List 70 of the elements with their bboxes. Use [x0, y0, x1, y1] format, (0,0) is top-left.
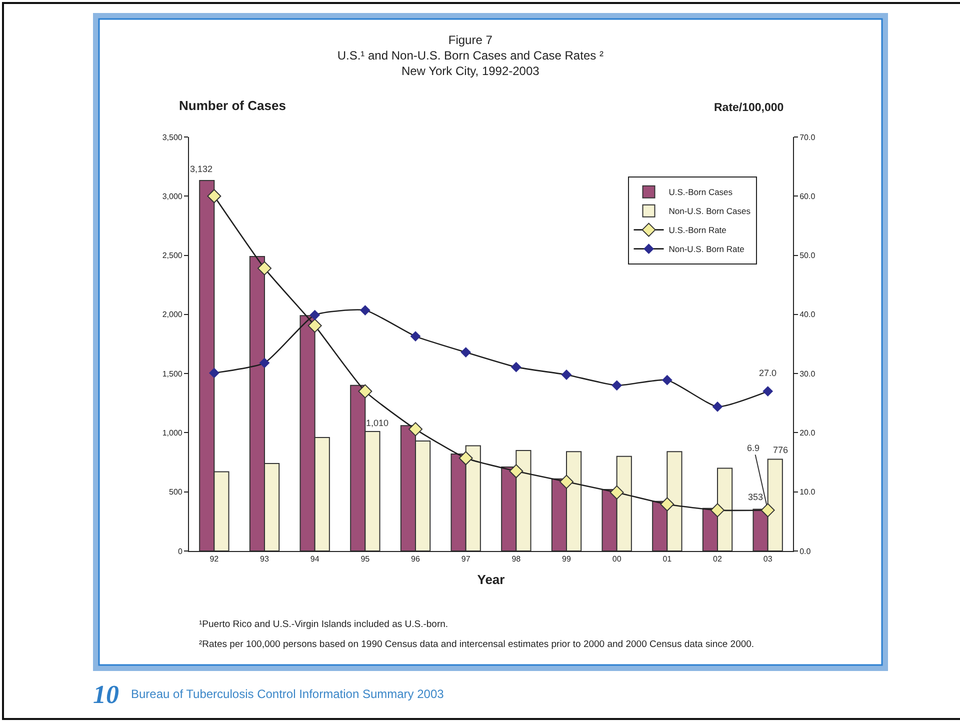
y2-tick-label: 50.0 [800, 251, 816, 260]
x-tick-label: 92 [210, 554, 220, 564]
x-axis-title: Year [477, 572, 505, 588]
point [762, 386, 774, 397]
x-tick-label: 93 [260, 554, 270, 564]
x-tick-label: 98 [512, 554, 522, 564]
point [760, 503, 775, 518]
point [610, 485, 624, 500]
text: Bureau of Tuberculosis Control Information Summary 2003 [131, 687, 444, 701]
x-tick-label: 95 [360, 554, 370, 564]
point [207, 189, 222, 204]
point [612, 380, 622, 391]
text: ¹Puerto Rico and U.S.-Virgin Islands included as U.S.-born. [199, 619, 448, 630]
point [308, 318, 322, 333]
y-axis-title: Number of Cases [179, 98, 286, 113]
y-tick-label: 500 [169, 488, 183, 497]
y2-tick-label: 20.0 [800, 428, 816, 438]
legend-label: U.S.-Born Cases [668, 187, 733, 198]
point [510, 362, 522, 372]
x-tick-label: 01 [662, 554, 672, 564]
point [408, 422, 422, 436]
y-tick-label: 3,000 [162, 192, 183, 201]
point [460, 347, 472, 358]
point [410, 331, 421, 342]
point [509, 464, 524, 478]
point [310, 310, 320, 320]
point [561, 370, 572, 380]
y2-tick-label: 60.0 [800, 192, 816, 201]
y2-tick-label: 70.0 [800, 132, 816, 142]
y-tick-label: 0 [178, 546, 183, 556]
point [208, 368, 220, 378]
data-label: 3,132 [190, 164, 213, 174]
y2-tick-label: 10.0 [800, 488, 816, 497]
point [662, 374, 672, 386]
y2-tick-label: 40.0 [800, 310, 816, 320]
point [259, 358, 270, 368]
point [458, 451, 473, 466]
text: ²Rates per 100,000 persons based on 1990 Census data and intercensal estimates prior to 2000 and 2000 Census data since 2000. [199, 639, 754, 650]
data-label: 353 [748, 492, 764, 502]
text: 10 [93, 680, 119, 709]
x-tick-label: 00 [612, 554, 622, 564]
legend-label: Non-U.S. Born Cases [668, 206, 750, 216]
y-tick-label: 1,000 [162, 428, 183, 438]
x-tick-label: 03 [763, 554, 773, 564]
y-tick-label: 1,500 [162, 369, 183, 378]
data-label: 776 [773, 445, 788, 455]
legend-label: Non-U.S. Born Rate [668, 244, 745, 254]
y2-tick-label: 30.0 [800, 369, 816, 378]
point [560, 474, 574, 489]
x-tick-label: 96 [411, 554, 420, 564]
point [360, 305, 370, 316]
x-tick-label: 02 [713, 554, 722, 564]
x-tick-label: 94 [310, 554, 320, 564]
y2-axis-title: Rate/100,000 [714, 102, 784, 114]
y-tick-label: 3,500 [162, 132, 183, 142]
y2-tick-label: 0.0 [800, 546, 812, 556]
x-tick-label: 99 [562, 554, 572, 564]
point [712, 401, 723, 412]
point [660, 497, 674, 512]
y-tick-label: 2,500 [162, 251, 183, 260]
y-tick-label: 2,000 [162, 310, 183, 320]
data-label: 6.9 [747, 443, 760, 453]
data-label: 1,010 [366, 418, 389, 428]
data-label: 27.0 [759, 368, 777, 378]
chart-title: Figure 7 U.S.¹ and Non-U.S. Born Cases and Case Rates ² New York City, 1992-2003 [337, 33, 604, 78]
legend-label: U.S.-Born Rate [668, 225, 727, 236]
x-tick-label: 97 [461, 554, 471, 564]
point [358, 384, 372, 398]
point [710, 503, 724, 518]
point [258, 261, 272, 276]
